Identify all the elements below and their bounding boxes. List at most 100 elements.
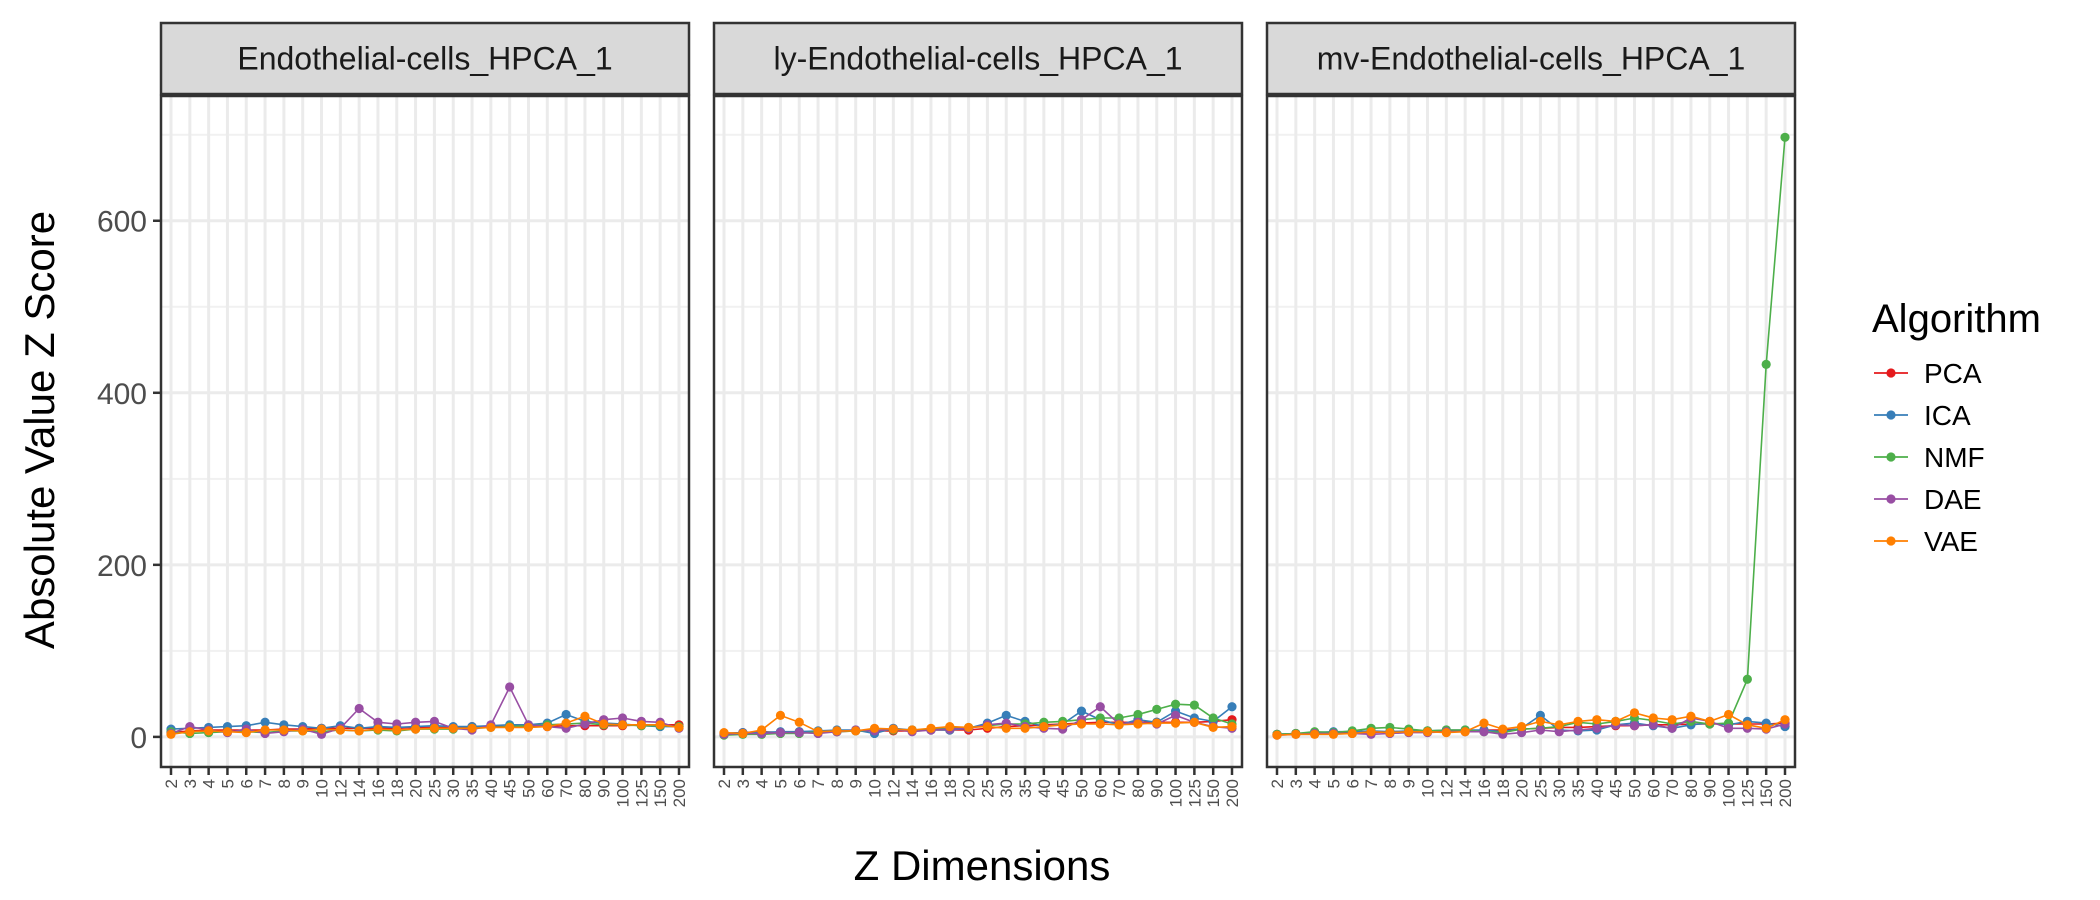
data-point (486, 722, 496, 733)
x-tick-label: 5 (771, 779, 790, 788)
x-tick-label: 14 (1456, 779, 1475, 798)
data-point (354, 726, 364, 736)
data-point (1629, 708, 1640, 718)
series-vae (166, 711, 684, 739)
x-tick-label: 70 (557, 779, 576, 798)
x-tick-label: 25 (978, 779, 997, 798)
data-point (392, 725, 402, 735)
data-point (794, 727, 804, 738)
data-point (945, 721, 955, 732)
x-tick-label: 80 (576, 779, 595, 798)
data-point (241, 727, 251, 738)
data-point (1667, 715, 1677, 725)
x-axis-title: Z Dimensions (854, 842, 1111, 889)
data-point (1310, 729, 1320, 739)
data-point (1170, 718, 1181, 728)
data-point (1328, 729, 1339, 739)
data-point (1227, 721, 1237, 732)
x-tick-label: 80 (1129, 779, 1148, 798)
data-point (1095, 719, 1105, 729)
x-tick-label: 9 (847, 779, 866, 788)
y-tick-label: 200 (97, 550, 147, 583)
x-tick-label: 3 (734, 779, 753, 788)
data-point (888, 724, 898, 734)
x-tick-label: 25 (425, 779, 444, 798)
legend-item-pca: PCA (1874, 358, 1982, 389)
y-tick-label: 0 (130, 722, 147, 755)
data-point (1629, 721, 1640, 731)
data-point (1460, 727, 1470, 737)
data-point (1535, 725, 1546, 735)
data-point (674, 722, 684, 733)
data-point (757, 725, 767, 735)
facet-title: Endothelial-cells_HPCA_1 (237, 41, 612, 77)
data-point (599, 719, 609, 729)
x-tick-label: 6 (237, 779, 256, 788)
data-point (1404, 727, 1414, 737)
data-point (1133, 719, 1143, 729)
x-tick-label: 9 (1400, 779, 1419, 788)
x-tick-label: 150 (1204, 779, 1223, 807)
x-tick-label: 125 (1738, 779, 1757, 807)
panel-border (712, 94, 1244, 769)
data-point (1742, 720, 1752, 730)
x-tick-label: 200 (1223, 779, 1242, 807)
facet-panel: Endothelial-cells_HPCA_12 3 4 5 6 7 8 9 10 12 14 16… (97, 21, 691, 807)
data-point (448, 723, 458, 733)
series-line (1276, 711, 1786, 736)
x-tick-label: 18 (388, 779, 407, 798)
data-point (373, 724, 383, 734)
x-tick-label: 3 (1287, 779, 1306, 788)
data-point (185, 727, 195, 737)
data-point (1573, 716, 1583, 727)
series-vae (1272, 708, 1790, 740)
data-point (505, 682, 515, 692)
data-point (260, 717, 270, 727)
data-point (1208, 722, 1218, 733)
data-point (523, 722, 534, 733)
x-tick-label: 14 (903, 779, 922, 798)
legend-label: ICA (1924, 400, 1971, 431)
x-tick-label: 50 (1073, 779, 1092, 798)
data-point (542, 721, 552, 732)
x-tick-label: 150 (1757, 779, 1776, 807)
data-point (1498, 724, 1508, 734)
facet-strip (712, 21, 1244, 96)
data-point (1780, 132, 1790, 142)
data-point (982, 721, 993, 732)
data-point (832, 726, 842, 736)
data-point (298, 726, 308, 736)
data-point (1366, 727, 1376, 737)
series-line (1276, 137, 1786, 736)
x-tick-label: 35 (463, 779, 482, 798)
data-point (1208, 713, 1218, 723)
data-point (1170, 699, 1181, 709)
data-point (617, 720, 628, 730)
x-tick-label: 7 (809, 779, 828, 788)
x-tick-label: 20 (1513, 779, 1532, 798)
x-tick-label: 12 (884, 779, 903, 798)
x-tick-label: 125 (1185, 779, 1204, 807)
x-tick-label: 30 (1550, 779, 1569, 798)
x-tick-label: 60 (1091, 779, 1110, 798)
legend: Algorithm PCA ICA NMF DAE VAE (1872, 297, 2041, 557)
x-tick-label: 40 (482, 779, 501, 798)
data-point (467, 723, 477, 733)
x-tick-label: 20 (960, 779, 979, 798)
data-point (1385, 727, 1395, 738)
x-tick-label: 90 (1701, 779, 1720, 798)
data-point (907, 725, 917, 735)
x-tick-label: 18 (1494, 779, 1513, 798)
data-point (1554, 727, 1564, 737)
x-tick-label: 6 (1343, 779, 1362, 788)
x-tick-label: 2 (1268, 779, 1287, 788)
legend-marker (1886, 536, 1896, 546)
data-point (1076, 719, 1087, 729)
data-point (1133, 709, 1143, 720)
y-tick-label: 400 (97, 378, 147, 411)
x-tick-label: 100 (1720, 779, 1739, 807)
data-point (1723, 709, 1734, 720)
data-point (1189, 700, 1199, 710)
